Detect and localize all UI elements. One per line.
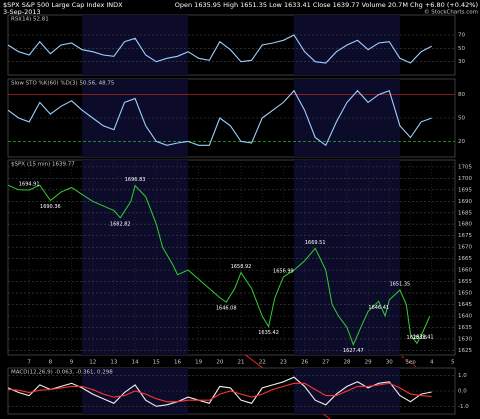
y-tick-label: 50 [458,46,465,52]
y-tick-label: 30 [458,59,465,65]
panel-label: $SPX (15 min) 1639.77 [11,162,75,168]
y-tick-label: 1635 [458,325,472,331]
y-tick-label: 80 [458,92,465,98]
price-annotation: 1651.35 [390,281,411,287]
y-tick-label: 0.0 [458,389,467,395]
price-annotation: 1694.91 [19,182,40,188]
y-tick-label: 1690 [458,199,472,205]
price-annotation: 1696.83 [125,177,146,183]
y-tick-label: 1675 [458,233,472,239]
y-tick-label: 1680 [458,222,472,228]
y-tick-label: 1665 [458,256,472,262]
indicator-line [7,89,432,147]
week-shade [293,79,400,157]
x-tick-label: 13 [110,360,117,366]
price-annotation: 1646.08 [216,306,237,312]
y-tick-label: 50 [458,116,465,122]
price-annotation: 1627.47 [343,348,364,354]
x-tick-label: 5 [451,360,455,366]
x-tick-label: Sep [405,360,416,366]
week-shade [82,15,189,75]
x-tick-label: 20 [216,360,223,366]
price-annotation: 1669.51 [305,240,326,246]
x-tick-label: 22 [259,360,266,366]
y-tick-label: 70 [458,33,465,39]
y-tick-label: 1660 [458,268,472,274]
indicator-line [7,34,432,64]
y-tick-label: 1705 [458,164,472,170]
x-tick-label: 7 [27,360,31,366]
y-tick-label: 1625 [458,348,472,354]
x-tick-label: 9 [70,360,74,366]
x-tick-label: 23 [280,360,287,366]
y-tick-label: 1645 [458,302,472,308]
y-tick-label: 1630 [458,336,472,342]
y-tick-label: 1640 [458,314,472,320]
price-annotation: 1658.92 [231,264,252,270]
x-tick-label: 8 [49,360,53,366]
chart-date: 3-Sep-2013 [3,8,41,16]
credit: © StockCharts.com [424,9,478,16]
price-annotation: 1635.42 [258,330,279,336]
x-tick-label: 4 [430,360,434,366]
x-tick-label: 14 [132,360,139,366]
chart-title: $SPX S&P 500 Large Cap Index INDX [3,1,123,9]
x-tick-label: 16 [174,360,181,366]
indicator-line [7,382,432,403]
price-annotation: 1646.41 [368,305,389,311]
x-tick-label: 26 [301,360,308,366]
quote: Open 1635.95 High 1651.35 Low 1633.41 Cl… [175,1,478,9]
x-tick-label: 12 [89,360,96,366]
y-tick-label: -1.0 [458,404,469,410]
price-annotation: 1682.82 [110,221,131,227]
y-tick-label: 1700 [458,176,472,182]
x-tick-label: 30 [386,360,393,366]
y-tick-label: 1685 [458,210,472,216]
x-tick-label: 21 [238,360,245,366]
panel-label: MACD(12,26,9) -0.063, -0.361, 0.298 [11,370,113,376]
y-tick-label: 1655 [458,279,472,285]
x-tick-label: 28 [343,360,350,366]
price-line [7,184,431,347]
panel-label: Slow STO %K(60) %D(3) 50.56, 48.75 [11,81,115,87]
price-annotation: 1628.05 [407,335,428,341]
y-tick-label: 20 [458,139,465,145]
y-tick-label: 1650 [458,291,472,297]
y-tick-label: 1670 [458,245,472,251]
x-tick-label: 27 [322,360,329,366]
x-tick-label: 15 [153,360,160,366]
y-tick-label: 1695 [458,187,472,193]
price-annotation: 1656.99 [273,269,294,275]
x-tick-label: 19 [195,360,202,366]
panel-label: RSI(14) 52.81 [11,17,49,23]
price-annotation: 1690.36 [40,204,61,210]
y-tick-label: 1.0 [458,373,467,379]
price-annotation: 1633.41 [413,335,434,341]
x-tick-label: 29 [365,360,372,366]
